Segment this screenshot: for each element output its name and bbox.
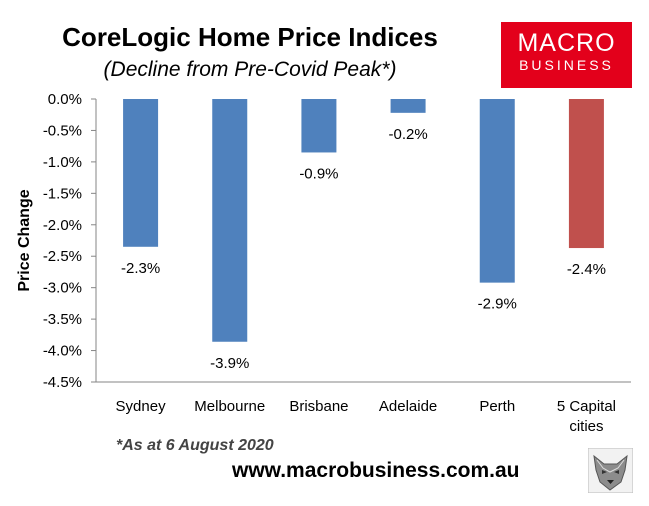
logo-line-1: MACRO [517,29,616,57]
footnote: *As at 6 August 2020 [116,437,274,454]
y-tick-label: -2.0% [43,217,82,234]
x-tick-label: cities [569,418,603,435]
x-tick-label: Sydney [116,398,167,415]
bar-3 [390,99,426,113]
bar-4 [479,99,515,283]
y-tick-label: -1.0% [43,154,82,171]
x-tick-label: Perth [479,398,515,415]
y-tick-label: -3.0% [43,280,82,297]
bar-5 [568,99,604,249]
y-tick-label: -4.5% [43,374,82,391]
logo-line-2: BUSINESS [519,57,614,73]
data-label: -2.4% [567,261,606,278]
y-tick-label: -3.5% [43,311,82,328]
y-axis-title: Price Change [16,189,33,291]
macrobusiness-logo: MACRO BUSINESS [501,22,632,88]
y-tick-label: -2.5% [43,248,82,265]
y-tick-label: -0.5% [43,122,82,139]
y-tick-label: 0.0% [48,91,82,108]
x-tick-label: 5 Capital [557,398,616,415]
y-tick-label: -1.5% [43,185,82,202]
data-label: -3.9% [210,355,249,372]
x-tick-label: Brisbane [289,398,348,415]
x-tick-label: Melbourne [194,398,265,415]
data-label: -2.3% [121,260,160,277]
website-url: www.macrobusiness.com.au [232,459,520,482]
bar-0 [123,99,159,247]
bar-2 [301,99,337,153]
chart-subtitle: (Decline from Pre-Covid Peak*) [103,58,397,81]
data-label: -0.9% [299,165,338,182]
x-tick-label: Adelaide [379,398,437,415]
y-tick-label: -4.0% [43,343,82,360]
data-label: -0.2% [388,126,427,143]
chart-title: CoreLogic Home Price Indices [62,22,438,52]
bar-1 [212,99,248,342]
data-label: -2.9% [478,296,517,313]
wolf-logo-icon [588,448,633,493]
